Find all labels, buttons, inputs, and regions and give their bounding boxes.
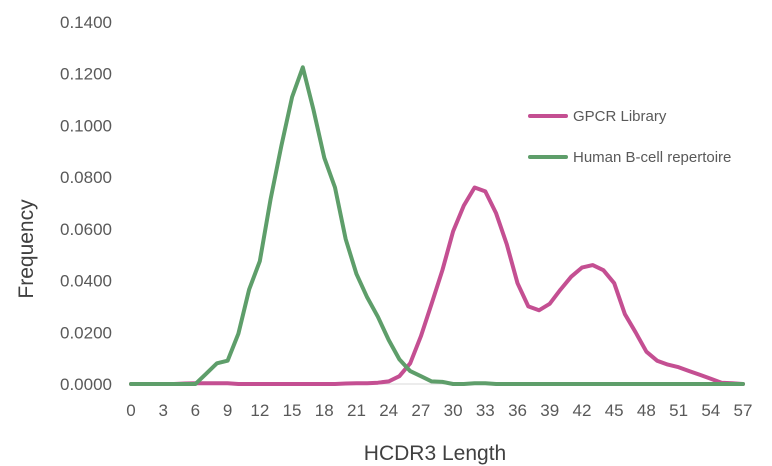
legend-label: GPCR Library: [573, 108, 667, 125]
x-axis-ticks: 0 3 6 9 12 15 18 21 24 27 30 33 36 39 42 45 48 51 54 57: [126, 401, 752, 420]
series-line-gpcr-library: [129, 185, 745, 386]
y-tick-label: 0.0800: [60, 168, 112, 187]
y-tick-label: 0.1200: [60, 65, 112, 84]
x-tick-label: 6: [191, 401, 200, 420]
x-tick-label: 12: [250, 401, 269, 420]
x-tick-label: 39: [540, 401, 559, 420]
y-axis-title: Frequency: [15, 199, 38, 299]
legend-label: Human B-cell repertoire: [573, 149, 731, 166]
legend: GPCR Library Human B-cell repertoire: [528, 108, 731, 166]
x-tick-label: 48: [637, 401, 656, 420]
x-tick-label: 27: [411, 401, 430, 420]
x-tick-label: 42: [572, 401, 591, 420]
y-tick-label: 0.0600: [60, 220, 112, 239]
series-lines: [129, 65, 745, 386]
x-tick-label: 15: [283, 401, 302, 420]
series-line-human-b-cell-repertoire: [129, 65, 745, 386]
x-tick-label: 51: [669, 401, 688, 420]
y-tick-label: 0.0000: [60, 375, 112, 394]
x-tick-label: 24: [379, 401, 398, 420]
x-tick-label: 18: [315, 401, 334, 420]
x-tick-label: 33: [476, 401, 495, 420]
x-tick-label: 45: [605, 401, 624, 420]
x-tick-label: 9: [223, 401, 232, 420]
x-tick-label: 0: [126, 401, 135, 420]
x-tick-label: 3: [158, 401, 167, 420]
y-tick-label: 0.1400: [60, 13, 112, 32]
y-tick-label: 0.1000: [60, 116, 112, 135]
x-axis-title: HCDR3 Length: [364, 442, 506, 465]
y-axis-ticks: 0.0000 0.0200 0.0400 0.0600 0.0800 0.1000 0.12…: [60, 13, 112, 394]
x-tick-label: 21: [347, 401, 366, 420]
x-tick-label: 54: [701, 401, 720, 420]
x-tick-label: 57: [734, 401, 753, 420]
y-tick-label: 0.0200: [60, 323, 112, 342]
x-tick-label: 30: [444, 401, 463, 420]
y-tick-label: 0.0400: [60, 272, 112, 291]
x-tick-label: 36: [508, 401, 527, 420]
